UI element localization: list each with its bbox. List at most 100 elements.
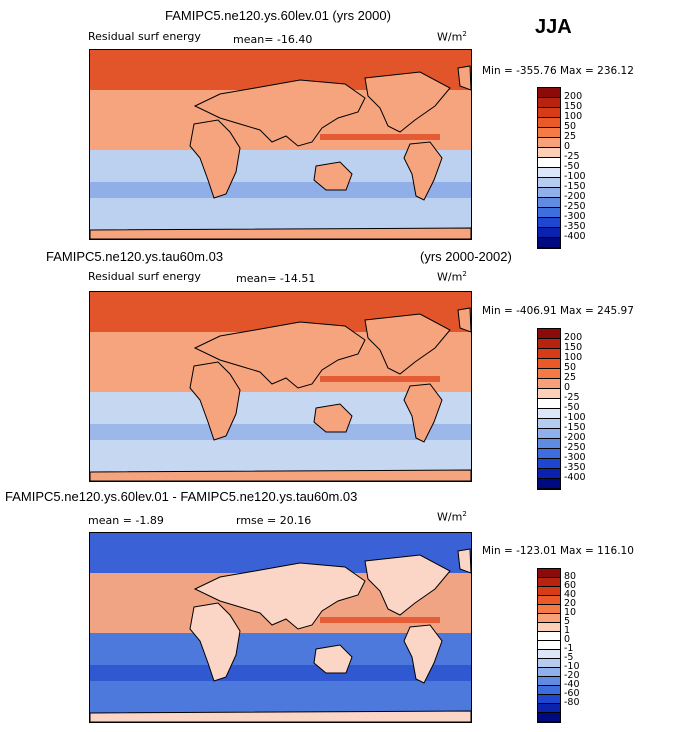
panel3-map [89,532,472,723]
panel2-years: (yrs 2000-2002) [420,249,512,264]
colorbar-label: 60 [564,580,577,591]
panel1-map-svg [90,50,471,239]
panel2-map-svg [90,292,471,481]
colorbar-label: 40 [564,589,577,600]
colorbar-label: 5 [564,616,571,627]
colorbar-label: -40 [564,679,580,690]
colorbar-label: -20 [564,670,580,681]
colorbar-swatch [538,128,560,138]
colorbar-swatch [538,88,560,98]
colorbar-swatch [538,359,560,369]
colorbar-swatch [538,399,560,409]
colorbar-swatch [538,429,560,439]
colorbar-swatch [538,228,560,238]
colorbar-label: -25 [564,392,580,403]
colorbar-swatch [538,349,560,359]
colorbar-swatch [538,208,560,218]
colorbar-label: -400 [564,231,586,242]
colorbar-swatch [538,686,560,695]
panel1-title: FAMIPC5.ne120.ys.60lev.01 (yrs 2000) [165,8,391,23]
colorbar-swatch [538,713,560,722]
panel1-map [89,49,472,240]
colorbar-swatch [538,138,560,148]
colorbar-label: -150 [564,422,586,433]
colorbar-swatch [538,439,560,449]
colorbar-swatch [538,218,560,228]
season-label: JJA [535,16,572,38]
colorbar-swatch [538,419,560,429]
colorbar-swatch [538,479,560,489]
panel2-units: W/m2 [437,270,467,284]
colorbar-label: 10 [564,607,577,618]
colorbar-label: -300 [564,211,586,222]
colorbar-swatch [538,650,560,659]
panel2-map [89,291,472,482]
colorbar-label: -300 [564,452,586,463]
colorbar-boxes [537,568,561,723]
colorbar-swatch [538,469,560,479]
colorbar-label: -10 [564,661,580,672]
colorbar-swatch [538,623,560,632]
colorbar-label: -25 [564,151,580,162]
panel1-subtitle: Residual surf energy [88,30,201,43]
colorbar-swatch [538,188,560,198]
colorbar-swatch [538,659,560,668]
colorbar-swatch [538,389,560,399]
colorbar-label: 0 [564,382,571,393]
colorbar-label: 25 [564,131,577,142]
colorbar-swatch [538,118,560,128]
panel1-units: W/m2 [437,30,467,44]
colorbar-label: 200 [564,332,583,343]
colorbar-label: 80 [564,571,577,582]
panel3-map-svg [90,533,471,722]
colorbar-boxes [537,328,561,490]
colorbar-swatch [538,632,560,641]
colorbar-swatch [538,605,560,614]
colorbar-label: -100 [564,412,586,423]
colorbar-label: 0 [564,141,571,152]
colorbar-swatch [538,641,560,650]
panel2-title: FAMIPC5.ne120.ys.tau60m.03 [46,249,224,264]
colorbar-label: -400 [564,472,586,483]
panel2-mean: mean= -14.51 [236,272,316,285]
colorbar-swatch [538,339,560,349]
colorbar-label: -100 [564,171,586,182]
colorbar-swatch [538,148,560,158]
colorbar-label: 50 [564,362,577,373]
panel3-units: W/m2 [437,510,467,524]
colorbar-label: 100 [564,352,583,363]
colorbar-label: 150 [564,342,583,353]
colorbar-swatch [538,329,560,339]
colorbar-swatch [538,668,560,677]
colorbar-label: -150 [564,181,586,192]
colorbar-label: -350 [564,462,586,473]
colorbar-swatch [538,168,560,178]
colorbar-label: 100 [564,111,583,122]
colorbar-label: -350 [564,221,586,232]
colorbar-label: -5 [564,652,574,663]
colorbar-swatch [538,449,560,459]
colorbar-label: 20 [564,598,577,609]
colorbar-label: 150 [564,101,583,112]
colorbar-swatch [538,578,560,587]
colorbar-swatch [538,587,560,596]
colorbar-swatch [538,158,560,168]
colorbar-label: 50 [564,121,577,132]
colorbar-swatch [538,238,560,248]
colorbar-swatch [538,379,560,389]
colorbar-swatch [538,677,560,686]
colorbar-swatch [538,98,560,108]
panel2-minmax: Min = -406.91 Max = 245.97 [482,305,634,317]
colorbar-swatch [538,459,560,469]
colorbar-label: -80 [564,697,580,708]
colorbar-label: 200 [564,91,583,102]
colorbar-swatch [538,614,560,623]
colorbar-label: 1 [564,625,571,636]
colorbar-swatch [538,569,560,578]
colorbar-swatch [538,369,560,379]
colorbar-swatch [538,704,560,713]
colorbar-swatch [538,695,560,704]
colorbar-label: -60 [564,688,580,699]
colorbar-label: 25 [564,372,577,383]
colorbar-swatch [538,178,560,188]
